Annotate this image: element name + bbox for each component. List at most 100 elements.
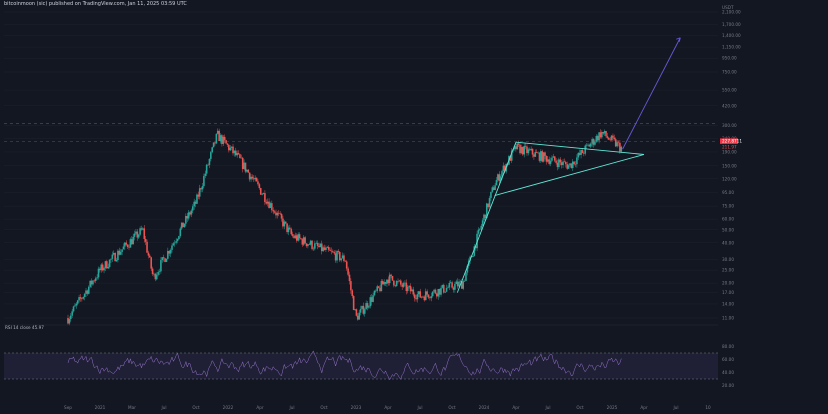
time-tick-label: Oct (192, 405, 200, 410)
candle-body (596, 135, 599, 141)
price-axis[interactable]: 2,100.00 1,700.00 1,400.00 1,150.00 950.00 75… (720, 5, 742, 321)
candle-body (244, 162, 247, 172)
candle-body (589, 143, 592, 147)
candle-body (221, 135, 223, 144)
rsi-tick-label: 40.00 (722, 370, 734, 375)
price-tick-label: 300.00 (722, 123, 737, 128)
candle-body (293, 235, 295, 239)
candle-body (357, 315, 359, 320)
candle-body (75, 303, 78, 306)
candle-body (620, 146, 623, 152)
candle-body (103, 268, 105, 271)
candle-body (304, 237, 306, 244)
candle-body (86, 290, 89, 294)
candle-body (365, 303, 367, 310)
candle-body (143, 228, 146, 239)
price-tick-label: 420.00 (722, 103, 737, 108)
candle-body (459, 281, 462, 282)
candle-body (490, 191, 492, 198)
candle-body (312, 248, 315, 250)
candle-body (609, 139, 611, 141)
price-tick-label: 150.00 (722, 163, 737, 168)
candle-body (215, 133, 218, 144)
rsi-tick-label: 20.00 (722, 383, 734, 388)
candle-body (540, 151, 542, 161)
candle-body (545, 155, 548, 162)
candle-body (226, 143, 229, 145)
time-axis[interactable]: Sep 2021 Mar Jul Oct 2022 Apr Jul Oct 2023 Apr Jul O… (64, 405, 711, 410)
candle-body (172, 243, 175, 246)
candle-body (598, 132, 600, 141)
candle-body (101, 264, 104, 271)
candle-body (616, 142, 618, 147)
candle-body (297, 234, 299, 241)
time-tick-label: Jul (160, 405, 166, 410)
price-tick-label: 950.00 (722, 56, 737, 61)
candle-body (108, 259, 111, 267)
candle-body (207, 164, 209, 166)
candle-body (291, 234, 294, 236)
candle-body (78, 297, 80, 301)
candle-body (424, 291, 427, 301)
candle-body (522, 146, 524, 155)
candle-body (509, 156, 512, 161)
price-tick-label: 95.00 (722, 190, 734, 195)
candle-body (247, 169, 250, 173)
candle-body (322, 247, 324, 252)
candle-body (255, 177, 258, 182)
candle-body (158, 271, 161, 272)
candle-body (533, 154, 535, 157)
candle-body (499, 176, 502, 182)
candle-body (96, 277, 98, 279)
candle-body (361, 305, 363, 309)
candle-body (516, 143, 519, 150)
candle-body (495, 180, 498, 186)
candle-body (273, 211, 276, 213)
candle-body (401, 284, 403, 287)
candle-body (164, 258, 166, 262)
candle-body (431, 291, 434, 297)
time-tick-label: Oct (320, 405, 328, 410)
candle-body (487, 203, 489, 208)
candle-body (377, 286, 380, 288)
candle-body (154, 273, 157, 280)
candle-body (332, 251, 334, 253)
candle-body (286, 223, 288, 233)
candle-body (553, 156, 556, 161)
candle-body (83, 293, 86, 297)
candle-body (504, 165, 506, 172)
candle-body (456, 281, 459, 287)
candle-body (617, 142, 620, 143)
candle-body (345, 261, 348, 269)
candle-body (416, 294, 419, 300)
candle-body (368, 306, 370, 308)
grid (4, 11, 718, 319)
candle-body (187, 212, 190, 219)
candle-body (275, 212, 277, 216)
candle-body (386, 279, 388, 284)
candle-body (601, 132, 603, 138)
candle-body (318, 245, 320, 248)
current-price-tag (720, 138, 738, 144)
candle-body (418, 291, 420, 295)
candle-body (257, 181, 259, 185)
candle-body (452, 287, 455, 290)
candle-body (180, 222, 183, 229)
candle-body (88, 286, 90, 294)
candle-body (189, 212, 191, 215)
candle-body (290, 229, 293, 235)
candle-body (388, 274, 391, 284)
candle-body (563, 161, 566, 163)
candle-body (555, 160, 557, 163)
candle-body (246, 169, 248, 172)
candle-body (329, 249, 331, 251)
candle-body (251, 176, 254, 179)
candle-body (300, 238, 302, 240)
candle-body (494, 185, 496, 190)
candle-body (549, 160, 552, 164)
candle-body (619, 142, 621, 152)
candle-body (612, 135, 614, 138)
candle-body (230, 146, 233, 148)
time-tick-label: Jul (416, 405, 422, 410)
